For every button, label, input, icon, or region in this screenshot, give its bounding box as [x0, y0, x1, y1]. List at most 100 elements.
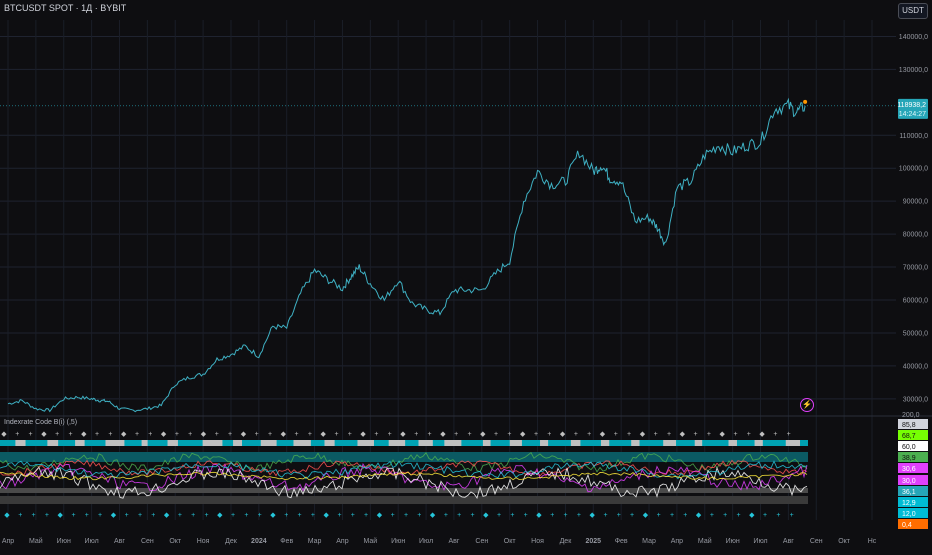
signal-marker-top: ◆	[759, 431, 765, 438]
signal-marker-bottom: +	[564, 512, 568, 519]
signal-band-segment	[663, 440, 677, 446]
y-tick-label: 40000,0	[903, 363, 928, 370]
signal-marker-bottom: +	[258, 512, 262, 519]
oscillator-line	[0, 460, 808, 480]
indicator-level-label: 30,0	[902, 478, 916, 485]
signal-marker-top: +	[188, 431, 192, 438]
x-tick-label: Мар	[642, 538, 656, 545]
indicator-level-badge	[898, 463, 928, 473]
x-tick-label: Июл	[85, 538, 99, 545]
signal-marker-bottom: +	[284, 512, 288, 519]
signal-marker-bottom: +	[550, 512, 554, 519]
oscillator-line	[0, 471, 808, 481]
x-tick-label: Июл	[419, 538, 433, 545]
lightning-icon[interactable]: ⚡	[800, 398, 814, 412]
signal-marker-bottom: +	[364, 512, 368, 519]
signal-marker-bottom: ◆	[270, 512, 276, 519]
indicator-level-label: 85,8	[902, 422, 916, 429]
signal-marker-bottom: +	[204, 512, 208, 519]
price-badge	[898, 98, 928, 119]
indicator-level-label: 60,0	[902, 444, 916, 451]
x-tick-label: Июн	[57, 538, 71, 545]
signal-band-segment	[324, 440, 335, 446]
signal-band-segment	[15, 440, 26, 446]
indicator-level-label: 0,4	[902, 522, 912, 529]
signal-marker-top: +	[29, 431, 33, 438]
signal-band-segment	[754, 440, 763, 446]
signal-marker-top: +	[787, 431, 791, 438]
y-tick-label: 70000,0	[903, 265, 928, 272]
signal-marker-top: +	[773, 431, 777, 438]
x-tick-label: Апр	[336, 538, 348, 545]
signal-marker-top: ◆	[161, 431, 167, 438]
signal-marker-top: ◆	[440, 431, 446, 438]
indicator-level-badge	[898, 452, 928, 462]
signal-marker-top: ◆	[1, 431, 7, 438]
signal-marker-top: +	[747, 431, 751, 438]
y-tick-label: 50000,0	[903, 330, 928, 337]
signal-marker-top: +	[268, 431, 272, 438]
currency-button[interactable]: USDT	[898, 3, 928, 19]
signal-marker-bottom: +	[776, 512, 780, 519]
signal-marker-bottom: +	[444, 512, 448, 519]
signal-marker-bottom: +	[603, 512, 607, 519]
signal-band-segment	[540, 440, 549, 446]
signal-marker-bottom: ◆	[217, 512, 223, 519]
x-tick-label: Сен	[810, 538, 823, 545]
indicator-title[interactable]: Indexrate Code B(i) (,5)	[4, 419, 78, 426]
indicator-level-badge	[898, 419, 928, 429]
indicator-level-badge	[898, 497, 928, 507]
signal-marker-top: +	[135, 431, 139, 438]
signal-band-segment	[388, 440, 406, 446]
signal-marker-bottom: +	[404, 512, 408, 519]
indicator-level-badge	[898, 475, 928, 485]
oscillator-line	[0, 466, 808, 500]
indicator-level-label: 30,6	[902, 466, 916, 473]
signal-marker-top: +	[228, 431, 232, 438]
indicator-level-badge	[898, 508, 928, 518]
y-tick-label: 100000,0	[899, 166, 928, 173]
signal-marker-bottom: ◆	[696, 512, 702, 519]
signal-marker-bottom: +	[178, 512, 182, 519]
x-tick-label: Дек	[225, 538, 238, 545]
signal-marker-top: ◆	[400, 431, 406, 438]
signal-marker-top: +	[654, 431, 658, 438]
signal-marker-top: +	[175, 431, 179, 438]
signal-marker-bottom: ◆	[111, 512, 117, 519]
signal-marker-top: +	[295, 431, 299, 438]
signal-band-segment	[600, 440, 610, 446]
indicator-level-badge	[898, 441, 928, 451]
signal-band-segment	[570, 440, 581, 446]
oscillator-line	[0, 452, 808, 473]
signal-marker-bottom: +	[125, 512, 129, 519]
x-tick-label: Ноя	[197, 538, 210, 545]
indicator-level-label: 12,0	[902, 511, 916, 518]
signal-band-segment	[418, 440, 433, 446]
x-tick-label: Фев	[280, 538, 293, 545]
signal-marker-top: +	[308, 431, 312, 438]
signal-marker-top: ◆	[321, 431, 327, 438]
indicator-axis-label: 200,0	[902, 412, 920, 419]
signal-marker-top: +	[255, 431, 259, 438]
x-tick-label: Апр	[671, 538, 683, 545]
signal-marker-bottom: +	[391, 512, 395, 519]
signal-marker-bottom: +	[311, 512, 315, 519]
signal-marker-top: +	[95, 431, 99, 438]
signal-marker-top: +	[108, 431, 112, 438]
signal-marker-bottom: +	[151, 512, 155, 519]
signal-marker-top: +	[454, 431, 458, 438]
signal-marker-bottom: +	[710, 512, 714, 519]
indicator-level-label: 38,9	[902, 455, 916, 462]
signal-marker-top: +	[467, 431, 471, 438]
signal-marker-bottom: ◆	[430, 512, 436, 519]
signal-marker-bottom: ◆	[164, 512, 170, 519]
signal-marker-top: +	[388, 431, 392, 438]
signal-band-segment	[509, 440, 522, 446]
signal-marker-top: +	[428, 431, 432, 438]
signal-marker-top: ◆	[41, 431, 47, 438]
signal-band-segment	[482, 440, 491, 446]
lower-zone-2	[0, 496, 808, 504]
x-tick-label: Ноя	[531, 538, 544, 545]
